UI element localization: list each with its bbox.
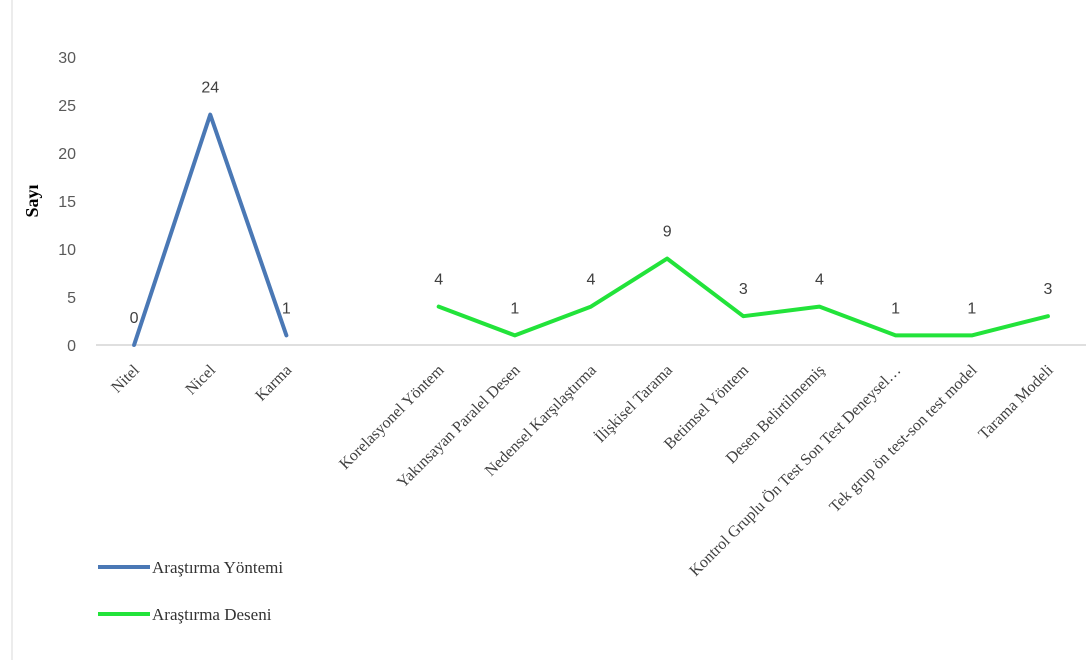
series-line-2 <box>436 256 1050 338</box>
y-tick-label: 25 <box>58 98 76 115</box>
data-label: 4 <box>815 272 824 289</box>
series-line-1 <box>132 112 289 347</box>
data-labels: 0 24 1 4 1 4 9 3 4 1 1 3 <box>130 80 1053 327</box>
y-tick-label: 30 <box>58 50 76 67</box>
x-tick-label: Nicel <box>183 361 220 398</box>
y-tick-label: 0 <box>67 338 76 355</box>
data-label: 24 <box>201 80 219 97</box>
data-label: 3 <box>739 281 748 298</box>
x-tick-label: Tarama Modeli <box>975 361 1057 443</box>
y-tick-label: 20 <box>58 146 76 163</box>
y-tick-label: 10 <box>58 242 76 259</box>
legend-label: Araştırma Yöntemi <box>152 558 283 577</box>
x-tick-label: Nitel <box>108 361 143 396</box>
data-label: 3 <box>1043 281 1052 298</box>
legend: Araştırma Yöntemi Araştırma Deseni <box>98 558 283 624</box>
x-tick-label: Tek grup ön test-son test model <box>826 361 981 516</box>
data-label: 9 <box>663 224 672 241</box>
x-tick-label: İlişkisel Tarama <box>591 361 676 446</box>
x-tick-label: Karma <box>252 362 295 405</box>
data-label: 4 <box>587 272 596 289</box>
legend-label: Araştırma Deseni <box>152 605 272 624</box>
y-tick-label: 15 <box>58 194 76 211</box>
data-label: 1 <box>510 300 519 317</box>
y-tick-label: 5 <box>67 290 76 307</box>
data-label: 0 <box>130 310 139 327</box>
y-axis: 0 5 10 15 20 25 30 <box>58 50 76 355</box>
data-label: 4 <box>434 272 443 289</box>
x-axis-ticks: Nitel Nicel Karma Korelasyonel YöntemYakıns… <box>108 361 1057 580</box>
y-axis-label: Sayı <box>22 184 42 217</box>
data-label: 1 <box>891 300 900 317</box>
series-layer <box>132 112 1050 347</box>
data-label: 1 <box>967 300 976 317</box>
data-label: 1 <box>282 300 291 317</box>
x-tick-label: Yakınsayan Paralel Desen <box>394 362 524 492</box>
